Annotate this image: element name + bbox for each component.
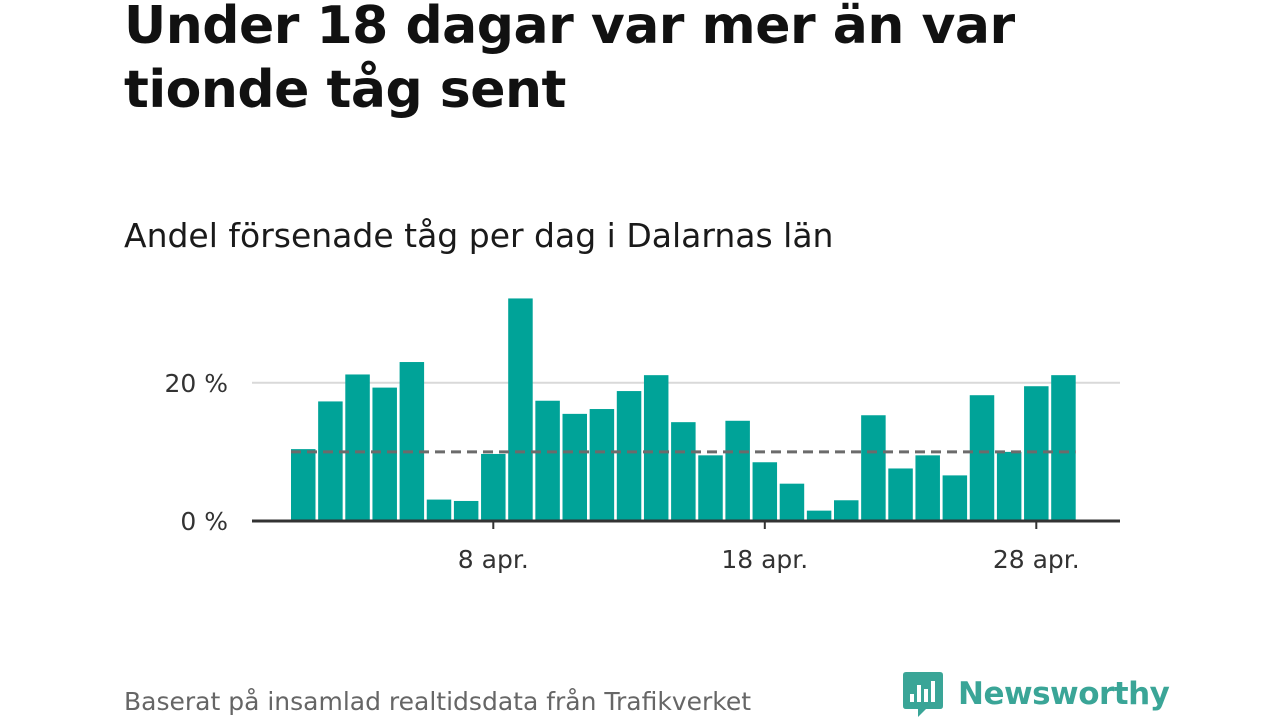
- bar: [996, 451, 1022, 521]
- bar: [426, 499, 452, 521]
- bar: [942, 475, 968, 521]
- bar: [888, 468, 913, 521]
- tick-labels: 0 % 20 % 8 apr. 18 apr. 28 apr.: [164, 369, 1079, 574]
- bar: [562, 413, 587, 521]
- y-tick-label: 20 %: [164, 369, 228, 398]
- bar: [779, 483, 805, 521]
- bars: [291, 298, 1076, 521]
- bar: [453, 500, 479, 521]
- x-tick-label: 28 apr.: [993, 545, 1080, 574]
- bar: [616, 391, 642, 521]
- newsworthy-logo: Newsworthy: [902, 670, 1170, 718]
- bar: [399, 362, 425, 521]
- bar-chart: 0 % 20 % 8 apr. 18 apr. 28 apr.: [164, 298, 1120, 574]
- bar: [861, 415, 886, 521]
- bar: [643, 375, 669, 521]
- bar: [725, 420, 750, 521]
- bar: [318, 401, 343, 521]
- x-tick-label: 18 apr.: [721, 545, 808, 574]
- bar: [535, 400, 560, 521]
- bar: [508, 298, 533, 521]
- bar: [372, 387, 397, 521]
- bar: [915, 455, 940, 521]
- source-note: Baserat på insamlad realtidsdata från Tr…: [124, 687, 752, 716]
- newsworthy-logo-text: Newsworthy: [958, 676, 1170, 712]
- bar: [481, 453, 506, 521]
- bar: [806, 510, 832, 521]
- bar: [1051, 375, 1076, 521]
- chart-title: Under 18 dagar var mer än var tionde tåg…: [124, 0, 1015, 120]
- x-tick-label: 8 apr.: [458, 545, 529, 574]
- newsworthy-logo-icon: [903, 672, 943, 717]
- bar: [671, 422, 696, 521]
- bar: [1024, 386, 1049, 521]
- bar: [589, 409, 615, 521]
- y-tick-label: 0 %: [180, 507, 228, 536]
- chart-subtitle: Andel försenade tåg per dag i Dalarnas l…: [124, 216, 834, 255]
- bar: [752, 462, 778, 521]
- axes: [252, 519, 1120, 529]
- bar: [291, 449, 316, 521]
- bar: [345, 374, 370, 521]
- bar: [834, 500, 859, 521]
- bar: [969, 395, 995, 521]
- bar: [698, 455, 723, 521]
